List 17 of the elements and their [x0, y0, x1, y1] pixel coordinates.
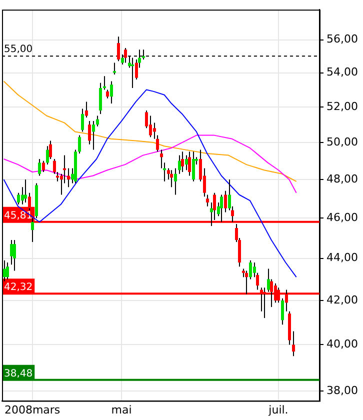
y-tick-label: 54,00	[326, 66, 358, 79]
y-tick-label: 44,00	[326, 251, 358, 264]
x-tick-label: 2008mars	[4, 403, 60, 416]
x-tick-label: juil.	[268, 403, 288, 416]
ref-line-label: 42,32	[4, 282, 33, 294]
y-tick-label: 50,00	[326, 135, 358, 148]
ref-line-label: 45,81	[4, 210, 33, 222]
y-tick-label: 48,00	[326, 172, 358, 186]
y-tick-label: 52,00	[326, 100, 358, 113]
ref-line-label: 55,00	[4, 44, 33, 55]
ref-line-label: 38,48	[4, 368, 33, 380]
y-tick-label: 42,00	[326, 293, 358, 306]
y-tick-label: 56,00	[326, 32, 358, 46]
x-tick-label: mai	[111, 403, 132, 416]
y-tick-label: 38,00	[326, 384, 358, 398]
y-tick-label: 40,00	[326, 338, 358, 351]
y-tick-label: 46,00	[326, 210, 358, 224]
